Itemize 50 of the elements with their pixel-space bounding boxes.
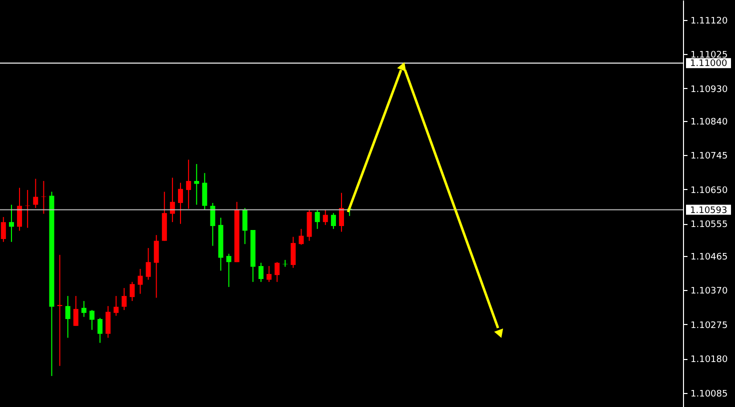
y-tick-label: 1.10370 — [690, 286, 728, 297]
candlestick — [89, 310, 94, 330]
y-tick-label: 1.10085 — [690, 389, 728, 400]
candlestick — [122, 288, 127, 311]
y-tick-label: 1.10650 — [690, 186, 728, 196]
ref-line-label: 1.11000 — [690, 59, 728, 70]
candlestick — [322, 209, 328, 226]
candlestick — [138, 268, 143, 294]
candlestick — [202, 172, 208, 210]
candlestick — [186, 159, 192, 210]
y-tick-label: 1.10555 — [690, 220, 728, 230]
candlestick — [0, 216, 6, 242]
candlestick — [154, 234, 159, 298]
candlestick — [330, 212, 336, 230]
candlestick — [65, 295, 70, 338]
candlestick — [314, 209, 320, 230]
candlestick — [266, 266, 272, 282]
candlestick — [114, 295, 119, 316]
candlestick — [210, 202, 216, 246]
y-tick-label: 1.10930 — [690, 84, 728, 95]
candlestick — [226, 253, 232, 288]
candlestick — [242, 208, 248, 245]
candlestick — [178, 182, 184, 224]
y-tick-label: 1.10745 — [690, 152, 728, 162]
candlestick — [73, 295, 78, 326]
y-tick-label: 1.10180 — [690, 355, 728, 366]
candlestick — [146, 248, 151, 280]
candlestick — [41, 180, 46, 214]
candlestick — [194, 164, 200, 206]
y-tick-label: 1.11025 — [690, 50, 728, 61]
candlestick — [290, 236, 296, 268]
candlestick — [8, 204, 14, 242]
candlestick — [25, 189, 30, 228]
candlestick — [17, 187, 22, 232]
candlestick — [106, 306, 111, 338]
candlestick — [33, 178, 38, 209]
candlestick — [258, 262, 264, 282]
candlestick — [274, 262, 280, 282]
candlestick — [170, 177, 175, 223]
y-tick-label: 1.10840 — [690, 117, 728, 128]
candlestick — [339, 192, 344, 232]
y-tick-label: 1.11120 — [690, 16, 728, 26]
y-tick-label: 1.10275 — [690, 320, 728, 331]
candlestick — [130, 281, 135, 302]
y-tick-label: 1.10465 — [690, 252, 728, 262]
candlestick — [57, 254, 62, 366]
candlestick — [98, 317, 103, 344]
candlestick — [81, 300, 86, 318]
ref-line-label: 1.10593 — [690, 206, 728, 216]
candlestick — [298, 228, 304, 246]
